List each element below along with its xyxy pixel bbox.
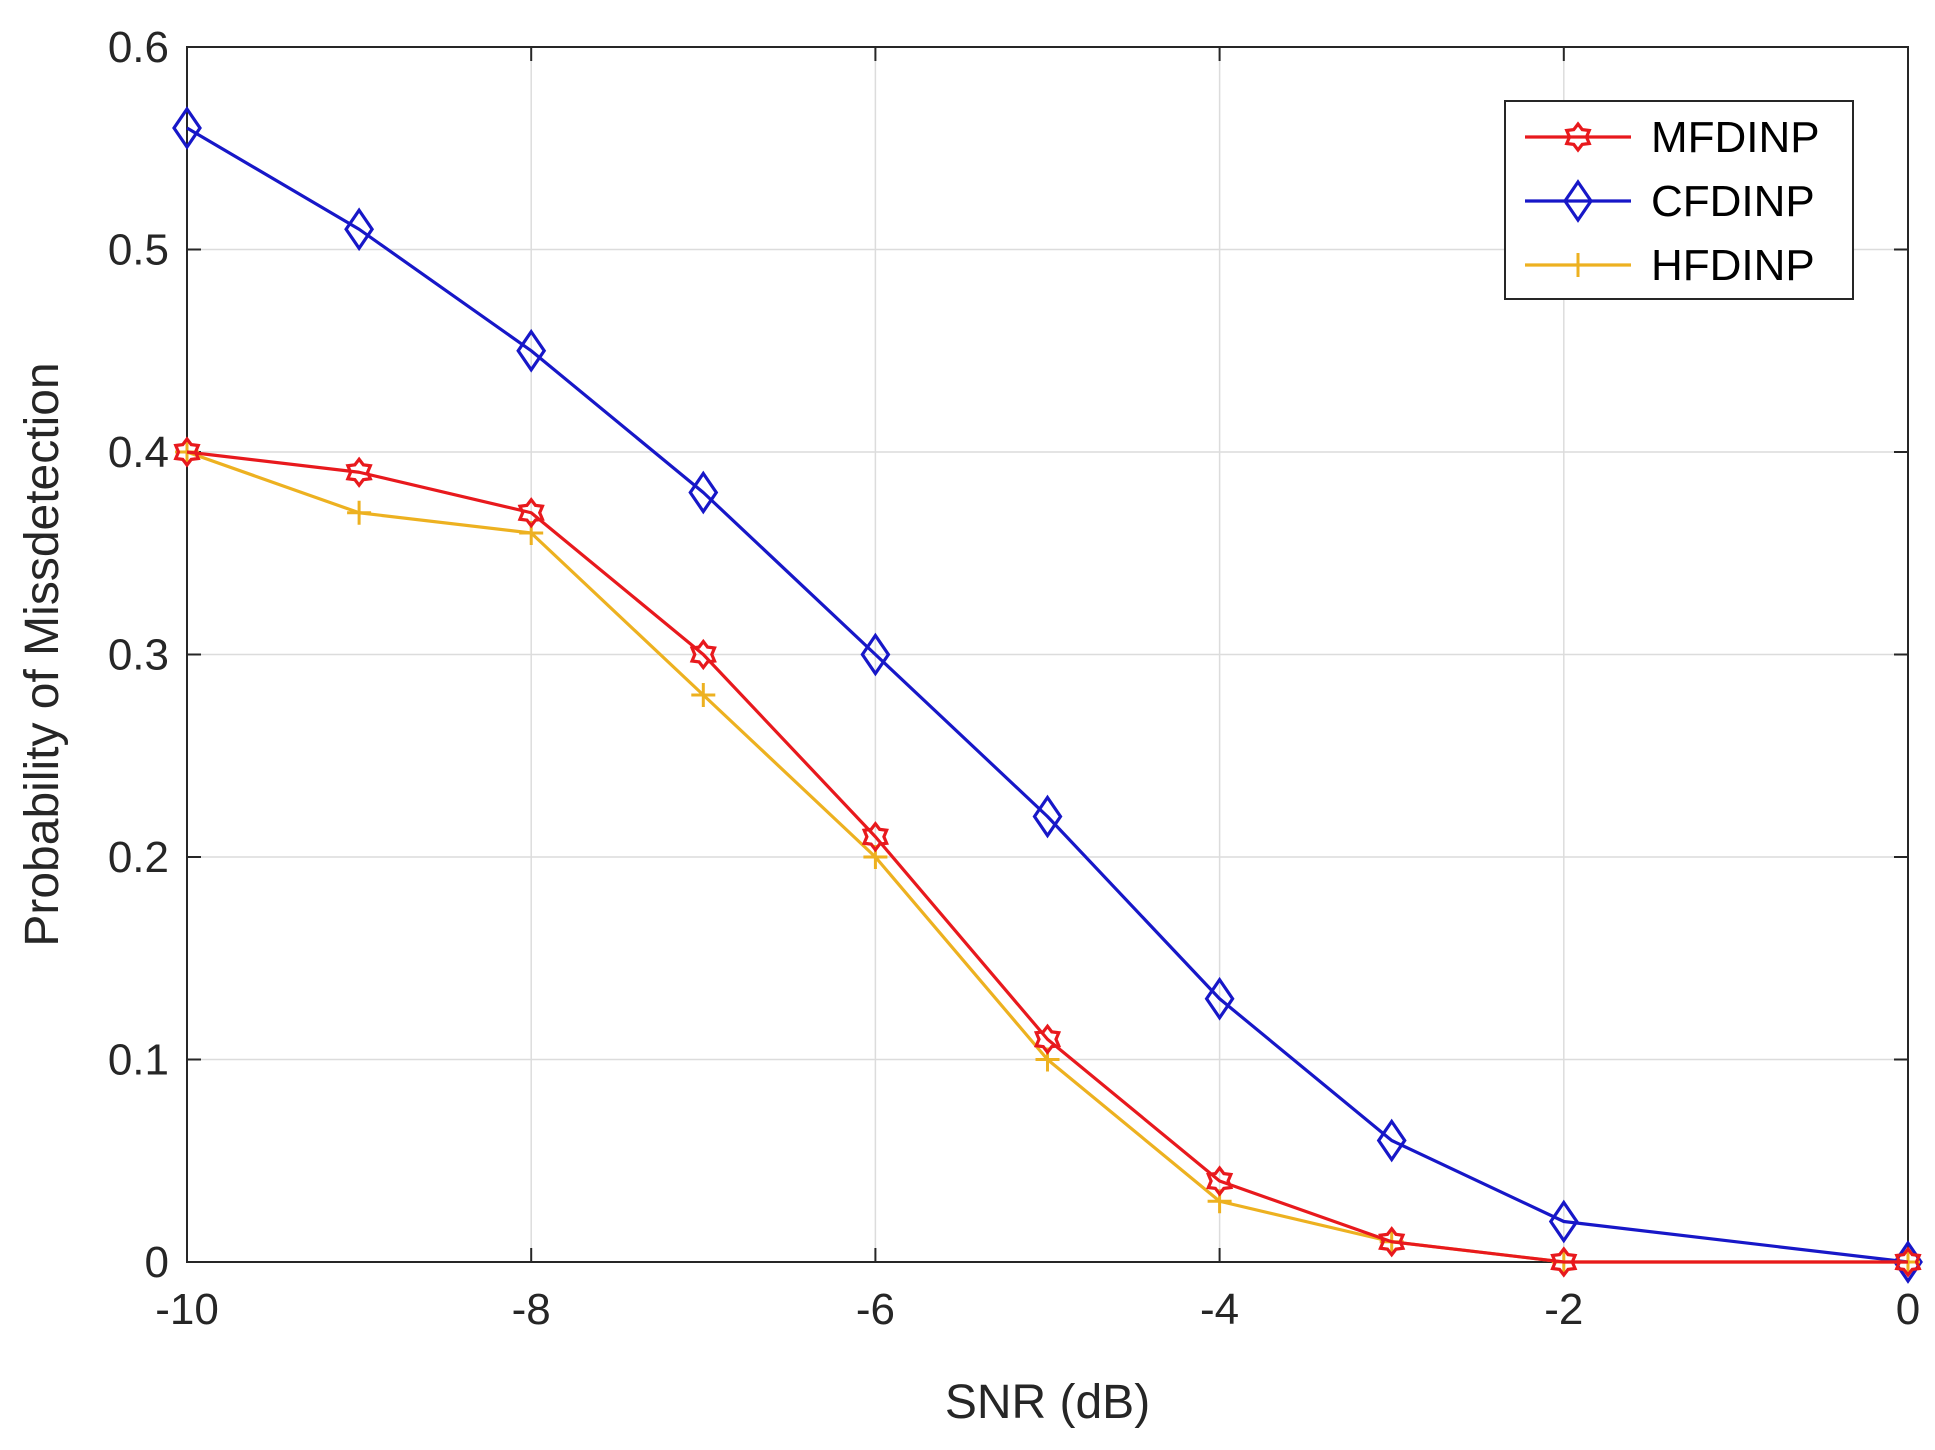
data-point-mfdinp [1033, 1023, 1062, 1055]
legend: MFDINP CFDINP HFDINP [1504, 100, 1854, 300]
data-point-mfdinp [345, 456, 373, 488]
data-point-mfdinp [1894, 1246, 1922, 1278]
data-point-cfdinp [344, 207, 375, 252]
y-axis-title: Probability of Missdetection [16, 362, 69, 946]
legend-entry-hfdinp: HFDINP [1525, 241, 1815, 290]
data-point-cfdinp [1376, 1118, 1407, 1163]
data-point-cfdinp [172, 106, 202, 150]
data-point-hfdinp [347, 500, 372, 525]
data-point-cfdinp [1204, 976, 1235, 1021]
data-point-mfdinp [173, 436, 201, 468]
data-point-cfdinp [860, 632, 891, 677]
legend-label-hfdinp: HFDINP [1651, 241, 1815, 290]
series-cfdinp [172, 106, 1923, 1284]
data-point-mfdinp [1378, 1226, 1406, 1258]
data-point-cfdinp [1032, 794, 1063, 839]
data-point-mfdinp [517, 497, 545, 529]
data-point-mfdinp [689, 638, 717, 671]
data-point-mfdinp [861, 821, 889, 853]
y-tick-label: 0.3 [108, 631, 169, 680]
y-tick-label: 0.1 [108, 1036, 169, 1085]
series-group [172, 106, 1923, 1284]
x-tick-label: -4 [1200, 1285, 1239, 1334]
x-tick-label: -2 [1544, 1285, 1583, 1334]
data-point-hfdinp [691, 683, 716, 707]
axis-ticks: -10 -8 -6 -4 -2 0 0 0.1 0.2 0.3 0.4 0.5 0.6 [108, 23, 1920, 1334]
legend-label-mfdinp: MFDINP [1651, 113, 1820, 162]
y-tick-label: 0.6 [108, 23, 169, 72]
data-point-mfdinp [1550, 1246, 1578, 1278]
series-line-mfdinp [186, 450, 1908, 1264]
data-point-cfdinp [688, 470, 719, 515]
legend-marker-hfdinp [1566, 253, 1590, 277]
x-tick-label: -6 [856, 1285, 895, 1334]
x-axis-title: SNR (dB) [945, 1376, 1150, 1429]
x-tick-label: 0 [1896, 1285, 1920, 1334]
y-tick-label: 0.4 [108, 428, 169, 477]
data-point-mfdinp [1206, 1165, 1234, 1197]
x-tick-label: -10 [155, 1285, 219, 1334]
data-point-cfdinp [516, 328, 547, 373]
y-tick-label: 0.5 [108, 226, 169, 275]
legend-entry-cfdinp: CFDINP [1525, 177, 1815, 226]
series-line-cfdinp [186, 126, 1909, 1264]
legend-label-cfdinp: CFDINP [1651, 177, 1815, 226]
legend-marker-mfdinp [1564, 121, 1592, 153]
y-tick-label: 0 [145, 1238, 169, 1287]
y-tick-label: 0.2 [108, 833, 169, 882]
series-mfdinp [173, 436, 1922, 1278]
legend-entry-mfdinp: MFDINP [1525, 113, 1820, 162]
x-tick-label: -8 [512, 1285, 551, 1334]
data-point-cfdinp [1548, 1199, 1579, 1244]
legend-marker-cfdinp [1563, 179, 1593, 223]
